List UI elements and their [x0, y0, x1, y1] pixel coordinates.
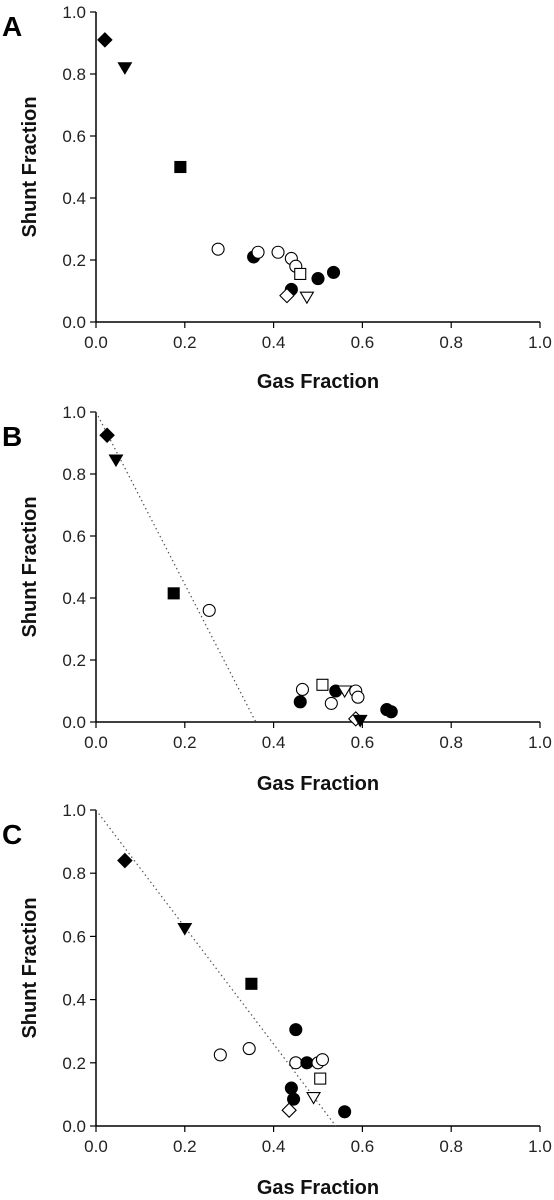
data-point-diamond-filled [99, 427, 115, 444]
data-point-circle-open [202, 603, 216, 617]
y-tick-label: 0.0 [62, 1117, 86, 1136]
data-point-circle-filled [311, 272, 325, 286]
data-point-triangle-down-open [306, 1092, 322, 1105]
x-tick-label: 0.6 [351, 333, 375, 352]
x-tick-label: 0.4 [262, 733, 286, 752]
data-point-square-open [316, 678, 329, 691]
data-point-circle-filled [338, 1105, 352, 1119]
data-point-circle-open [351, 690, 365, 704]
data-point-circle-open [211, 242, 225, 256]
data-point-triangle-down-open [337, 685, 353, 699]
data-point-circle-open [271, 245, 285, 259]
y-tick-label: 0.6 [62, 927, 86, 946]
y-tick-label: 0.2 [62, 251, 86, 270]
data-point-square-filled [245, 977, 258, 990]
x-tick-label: 0.2 [173, 1137, 197, 1156]
data-point-circle-filled [287, 1092, 301, 1106]
y-tick-label: 1.0 [62, 801, 86, 820]
data-point-circle-open [289, 1056, 303, 1070]
x-tick-label: 0.6 [351, 733, 375, 752]
data-point-triangle-down-filled [117, 62, 133, 75]
x-tick-label: 1.0 [528, 333, 552, 352]
x-tick-label: 0.0 [84, 1137, 108, 1156]
x-tick-label: 0.6 [351, 1137, 375, 1156]
y-tick-label: 0.0 [62, 313, 86, 332]
data-point-diamond-filled [117, 852, 133, 869]
y-axis-label: Shunt Fraction [19, 496, 41, 637]
y-tick-label: 0.6 [62, 127, 86, 146]
data-point-circle-open [213, 1048, 227, 1062]
data-point-triangle-down-filled [352, 714, 368, 728]
data-point-circle-open [324, 696, 338, 710]
panel-a: A 0.0 0.2 0.4 0.6 0.8 1.0 0.0 0.2 0.4 0.6 0.8 1.0 Gas… [2, 3, 552, 393]
x-tick-label: 0.8 [439, 733, 463, 752]
y-tick-label: 0.0 [62, 713, 86, 732]
y-tick-label: 0.2 [62, 651, 86, 670]
x-axis-label: Gas Fraction [257, 773, 379, 795]
x-tick-label: 0.4 [262, 333, 286, 352]
data-point-square-open [294, 267, 307, 281]
y-tick-label: 0.4 [62, 589, 86, 608]
x-axis-label: Gas Fraction [257, 371, 379, 393]
data-point-square-open [314, 1072, 327, 1085]
data-point-circle-filled [293, 695, 307, 709]
y-tick-label: 0.2 [62, 1054, 86, 1073]
y-tick-label: 0.6 [62, 527, 86, 546]
trendline [95, 809, 337, 1127]
data-point-square-filled [167, 587, 180, 600]
y-axis-label: Shunt Fraction [19, 897, 41, 1038]
y-tick-label: 0.4 [62, 189, 86, 208]
x-tick-label: 0.2 [173, 333, 197, 352]
data-point-circle-filled [284, 1081, 298, 1095]
y-tick-label: 0.8 [62, 864, 86, 883]
panel-b: B 0.0 0.2 0.4 0.6 0.8 1.0 0.0 0.2 0.4 0.6 0.8 1.0 Gas… [2, 403, 552, 795]
y-tick-label: 0.8 [62, 465, 86, 484]
data-point-diamond-open [279, 287, 295, 304]
y-tick-label: 0.8 [62, 65, 86, 84]
x-tick-label: 1.0 [528, 1137, 552, 1156]
y-tick-label: 1.0 [62, 403, 86, 422]
y-axis-label: Shunt Fraction [19, 96, 41, 237]
data-point-square-filled [174, 160, 187, 174]
x-tick-label: 0.2 [173, 733, 197, 752]
panel-label: B [2, 421, 22, 452]
panel-c: C 0.0 0.2 0.4 0.6 0.8 1.0 0.0 0.2 0.4 0.6 0.8 1.0 Gas… [2, 801, 552, 1199]
y-tick-label: 0.4 [62, 991, 86, 1010]
x-tick-label: 0.0 [84, 333, 108, 352]
panel-label: A [2, 11, 22, 42]
data-point-circle-open [242, 1042, 256, 1056]
x-tick-label: 0.0 [84, 733, 108, 752]
data-point-circle-open [251, 245, 265, 259]
x-tick-label: 0.4 [262, 1137, 286, 1156]
x-tick-label: 0.8 [439, 333, 463, 352]
x-tick-label: 0.8 [439, 1137, 463, 1156]
data-point-circle-filled [326, 265, 341, 279]
data-point-triangle-down-open [299, 291, 315, 305]
data-point-circle-open [315, 1053, 329, 1067]
panel-label: C [2, 819, 22, 850]
data-point-triangle-down-filled [108, 454, 124, 468]
x-tick-label: 1.0 [528, 733, 552, 752]
y-tick-label: 1.0 [62, 3, 86, 22]
data-point-circle-open [295, 682, 310, 697]
data-point-diamond-open [281, 1102, 297, 1118]
data-point-diamond-filled [97, 32, 113, 48]
data-point-circle-filled [289, 1023, 303, 1037]
data-point-circle-filled [384, 705, 398, 719]
data-point-circle-filled [300, 1056, 314, 1070]
x-axis-label: Gas Fraction [257, 1177, 379, 1199]
data-point-triangle-down-filled [177, 922, 193, 936]
